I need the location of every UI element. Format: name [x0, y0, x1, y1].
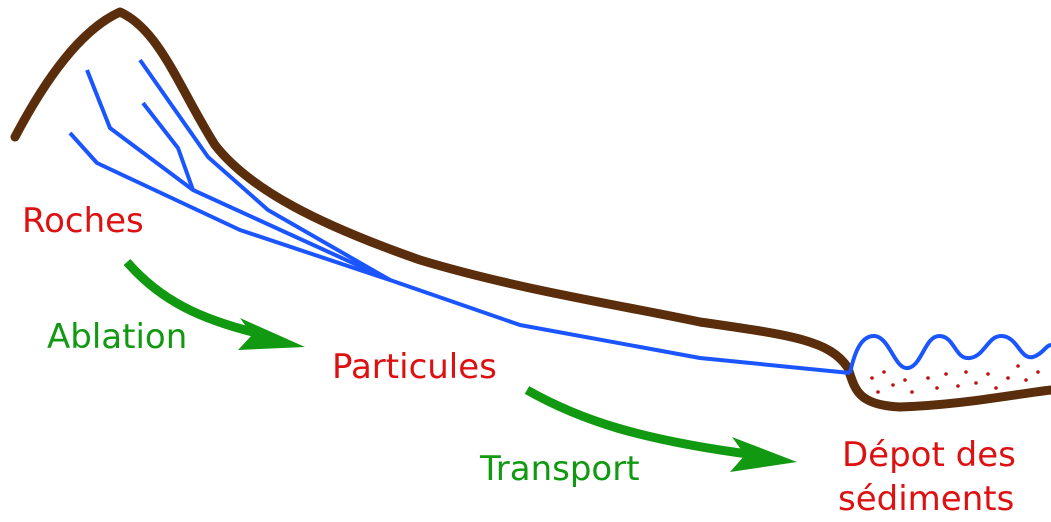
diagram: Roches Ablation Particules Transport Dép… [0, 0, 1051, 518]
label-ablation: Ablation [47, 317, 187, 357]
label-deposit: sédiments [838, 479, 1014, 518]
label-deposit: Dépot des [842, 435, 1016, 475]
label-rocks: Roches [22, 201, 144, 241]
label-particles: Particules [332, 347, 497, 387]
label-transport: Transport [479, 449, 640, 489]
sediments [870, 364, 1040, 394]
